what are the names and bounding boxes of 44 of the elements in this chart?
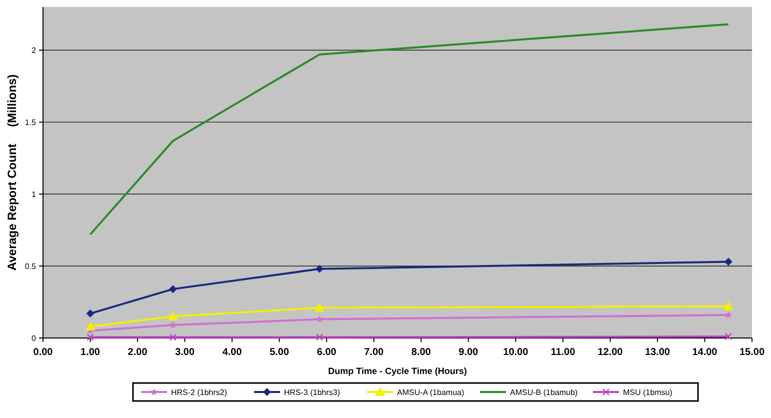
point xyxy=(316,264,324,273)
y-tick-label: 1 xyxy=(32,190,37,199)
point xyxy=(723,301,734,310)
point xyxy=(724,310,732,318)
x-tick-label: 2.00 xyxy=(128,347,148,358)
x-tick-label: 4.00 xyxy=(222,347,242,358)
x-tick-label: 3.00 xyxy=(175,347,195,358)
point xyxy=(86,310,94,318)
line-series xyxy=(89,23,730,236)
x-tick-label: 5.00 xyxy=(270,347,290,358)
x-tick-label: 9.00 xyxy=(458,347,479,358)
legend-label: HRS-2 (1bhrs2) xyxy=(171,388,228,397)
legend-label: HRS-3 (1bhrs3) xyxy=(284,388,340,397)
point xyxy=(168,285,177,294)
x-axis-title: Dump Time - Cycle Time (Hours) xyxy=(328,366,467,376)
x-tick-label: 8.00 xyxy=(411,347,432,358)
point xyxy=(314,302,325,312)
legend-label: AMSU-A (1bamua) xyxy=(397,388,464,397)
legend-label: AMSU-B (1bamub) xyxy=(510,388,578,397)
point xyxy=(169,321,177,328)
y-tick-label: 1.5 xyxy=(24,118,37,127)
x-tick-label: 1.00 xyxy=(80,347,100,358)
x-tick-label: 10.00 xyxy=(503,347,529,358)
point xyxy=(169,334,177,341)
x-tick-label: 6.00 xyxy=(316,347,337,358)
point xyxy=(86,334,94,341)
x-tick-label: 13.00 xyxy=(644,347,670,358)
y-tick-label: 0 xyxy=(32,334,37,343)
x-tick-label: 12.00 xyxy=(598,347,624,358)
point xyxy=(85,321,96,330)
x-tick-label: 11.00 xyxy=(550,347,576,358)
point xyxy=(724,258,732,266)
y-tick-label: 2 xyxy=(32,46,37,55)
y-tick-label: 0.5 xyxy=(24,262,37,271)
y-axis-title: Average Report Count (Millions) xyxy=(5,74,19,271)
x-tick-label: 7.00 xyxy=(364,347,384,358)
point xyxy=(316,315,324,323)
point xyxy=(168,311,178,320)
x-tick-label: 0.00 xyxy=(33,347,54,358)
legend-label: MSU (1bmsu) xyxy=(623,388,673,397)
x-tick-label: 14.00 xyxy=(692,347,718,358)
x-tick-label: 15.00 xyxy=(739,347,765,358)
point xyxy=(724,332,732,340)
point xyxy=(316,334,324,341)
